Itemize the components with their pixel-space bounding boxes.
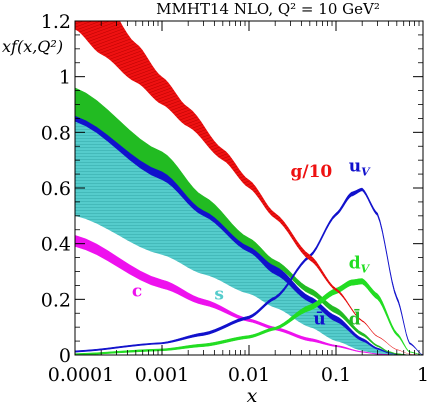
- x-axis-label: x: [247, 385, 258, 407]
- series-label-uv: uV: [349, 156, 371, 178]
- chart-title: MMHT14 NLO, Q² = 10 GeV²: [156, 0, 380, 18]
- band-g: [75, 21, 423, 355]
- y-tick-label: 0.4: [41, 234, 71, 256]
- y-axis-label: xf(x,Q²): [2, 37, 63, 56]
- x-tick-label: 0.01: [228, 364, 270, 386]
- series-label-ubar: ū: [313, 309, 325, 329]
- x-tick-label: 0.001: [135, 364, 189, 386]
- y-tick-label: 0.2: [41, 289, 71, 311]
- x-tick-label: 0.1: [321, 364, 351, 386]
- series-label-g: g/10: [291, 162, 333, 182]
- y-tick-label: 1.2: [41, 11, 71, 33]
- x-tick-label: 1: [417, 364, 429, 386]
- x-tick-label: 0.0001: [48, 364, 114, 386]
- y-tick-label: 0: [59, 345, 71, 367]
- y-tick-label: 0.6: [41, 178, 71, 200]
- y-tick-label: 0.8: [41, 122, 71, 144]
- series-label-dv: dV: [349, 254, 371, 276]
- series-label-c: c: [132, 282, 142, 302]
- y-tick-label: 1: [59, 67, 71, 89]
- series-label-dbar: d̄: [349, 308, 361, 329]
- series-label-s: s: [214, 284, 224, 304]
